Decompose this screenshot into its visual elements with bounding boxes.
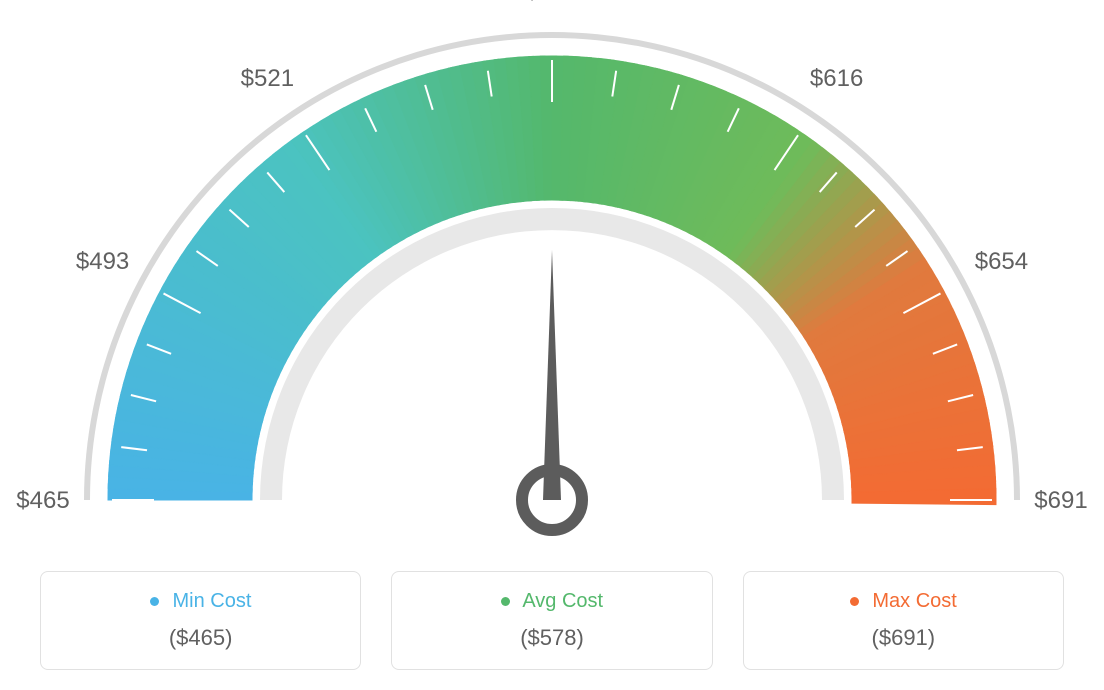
legend-title-avg: Avg Cost — [392, 590, 711, 613]
svg-text:$616: $616 — [810, 65, 863, 92]
legend-card-max: Max Cost ($691) — [743, 571, 1064, 670]
svg-text:$691: $691 — [1034, 487, 1087, 514]
gauge-chart-container: $465 $493 $521 $578 $616 $654 $691 Min Cost ($… — [0, 0, 1104, 690]
svg-text:$654: $654 — [975, 248, 1028, 275]
legend-card-avg: Avg Cost ($578) — [391, 571, 712, 670]
legend-label-max: Max Cost — [872, 590, 956, 612]
legend-value-avg: ($578) — [392, 625, 711, 651]
legend-value-max: ($691) — [744, 625, 1063, 651]
svg-text:$493: $493 — [76, 248, 129, 275]
legend-dot-avg — [501, 597, 510, 606]
legend-title-min: Min Cost — [41, 590, 360, 613]
legend-title-max: Max Cost — [744, 590, 1063, 613]
gauge-svg: $465 $493 $521 $578 $616 $654 $691 — [0, 0, 1104, 560]
legend-label-min: Min Cost — [172, 590, 251, 612]
svg-text:$578: $578 — [525, 0, 578, 5]
gauge-area: $465 $493 $521 $578 $616 $654 $691 — [0, 0, 1104, 560]
legend-dot-min — [150, 597, 159, 606]
legend-label-avg: Avg Cost — [522, 590, 603, 612]
svg-text:$521: $521 — [241, 65, 294, 92]
legend-card-min: Min Cost ($465) — [40, 571, 361, 670]
legend-row: Min Cost ($465) Avg Cost ($578) Max Cost… — [0, 571, 1104, 670]
legend-dot-max — [850, 597, 859, 606]
legend-value-min: ($465) — [41, 625, 360, 651]
svg-text:$465: $465 — [16, 487, 69, 514]
